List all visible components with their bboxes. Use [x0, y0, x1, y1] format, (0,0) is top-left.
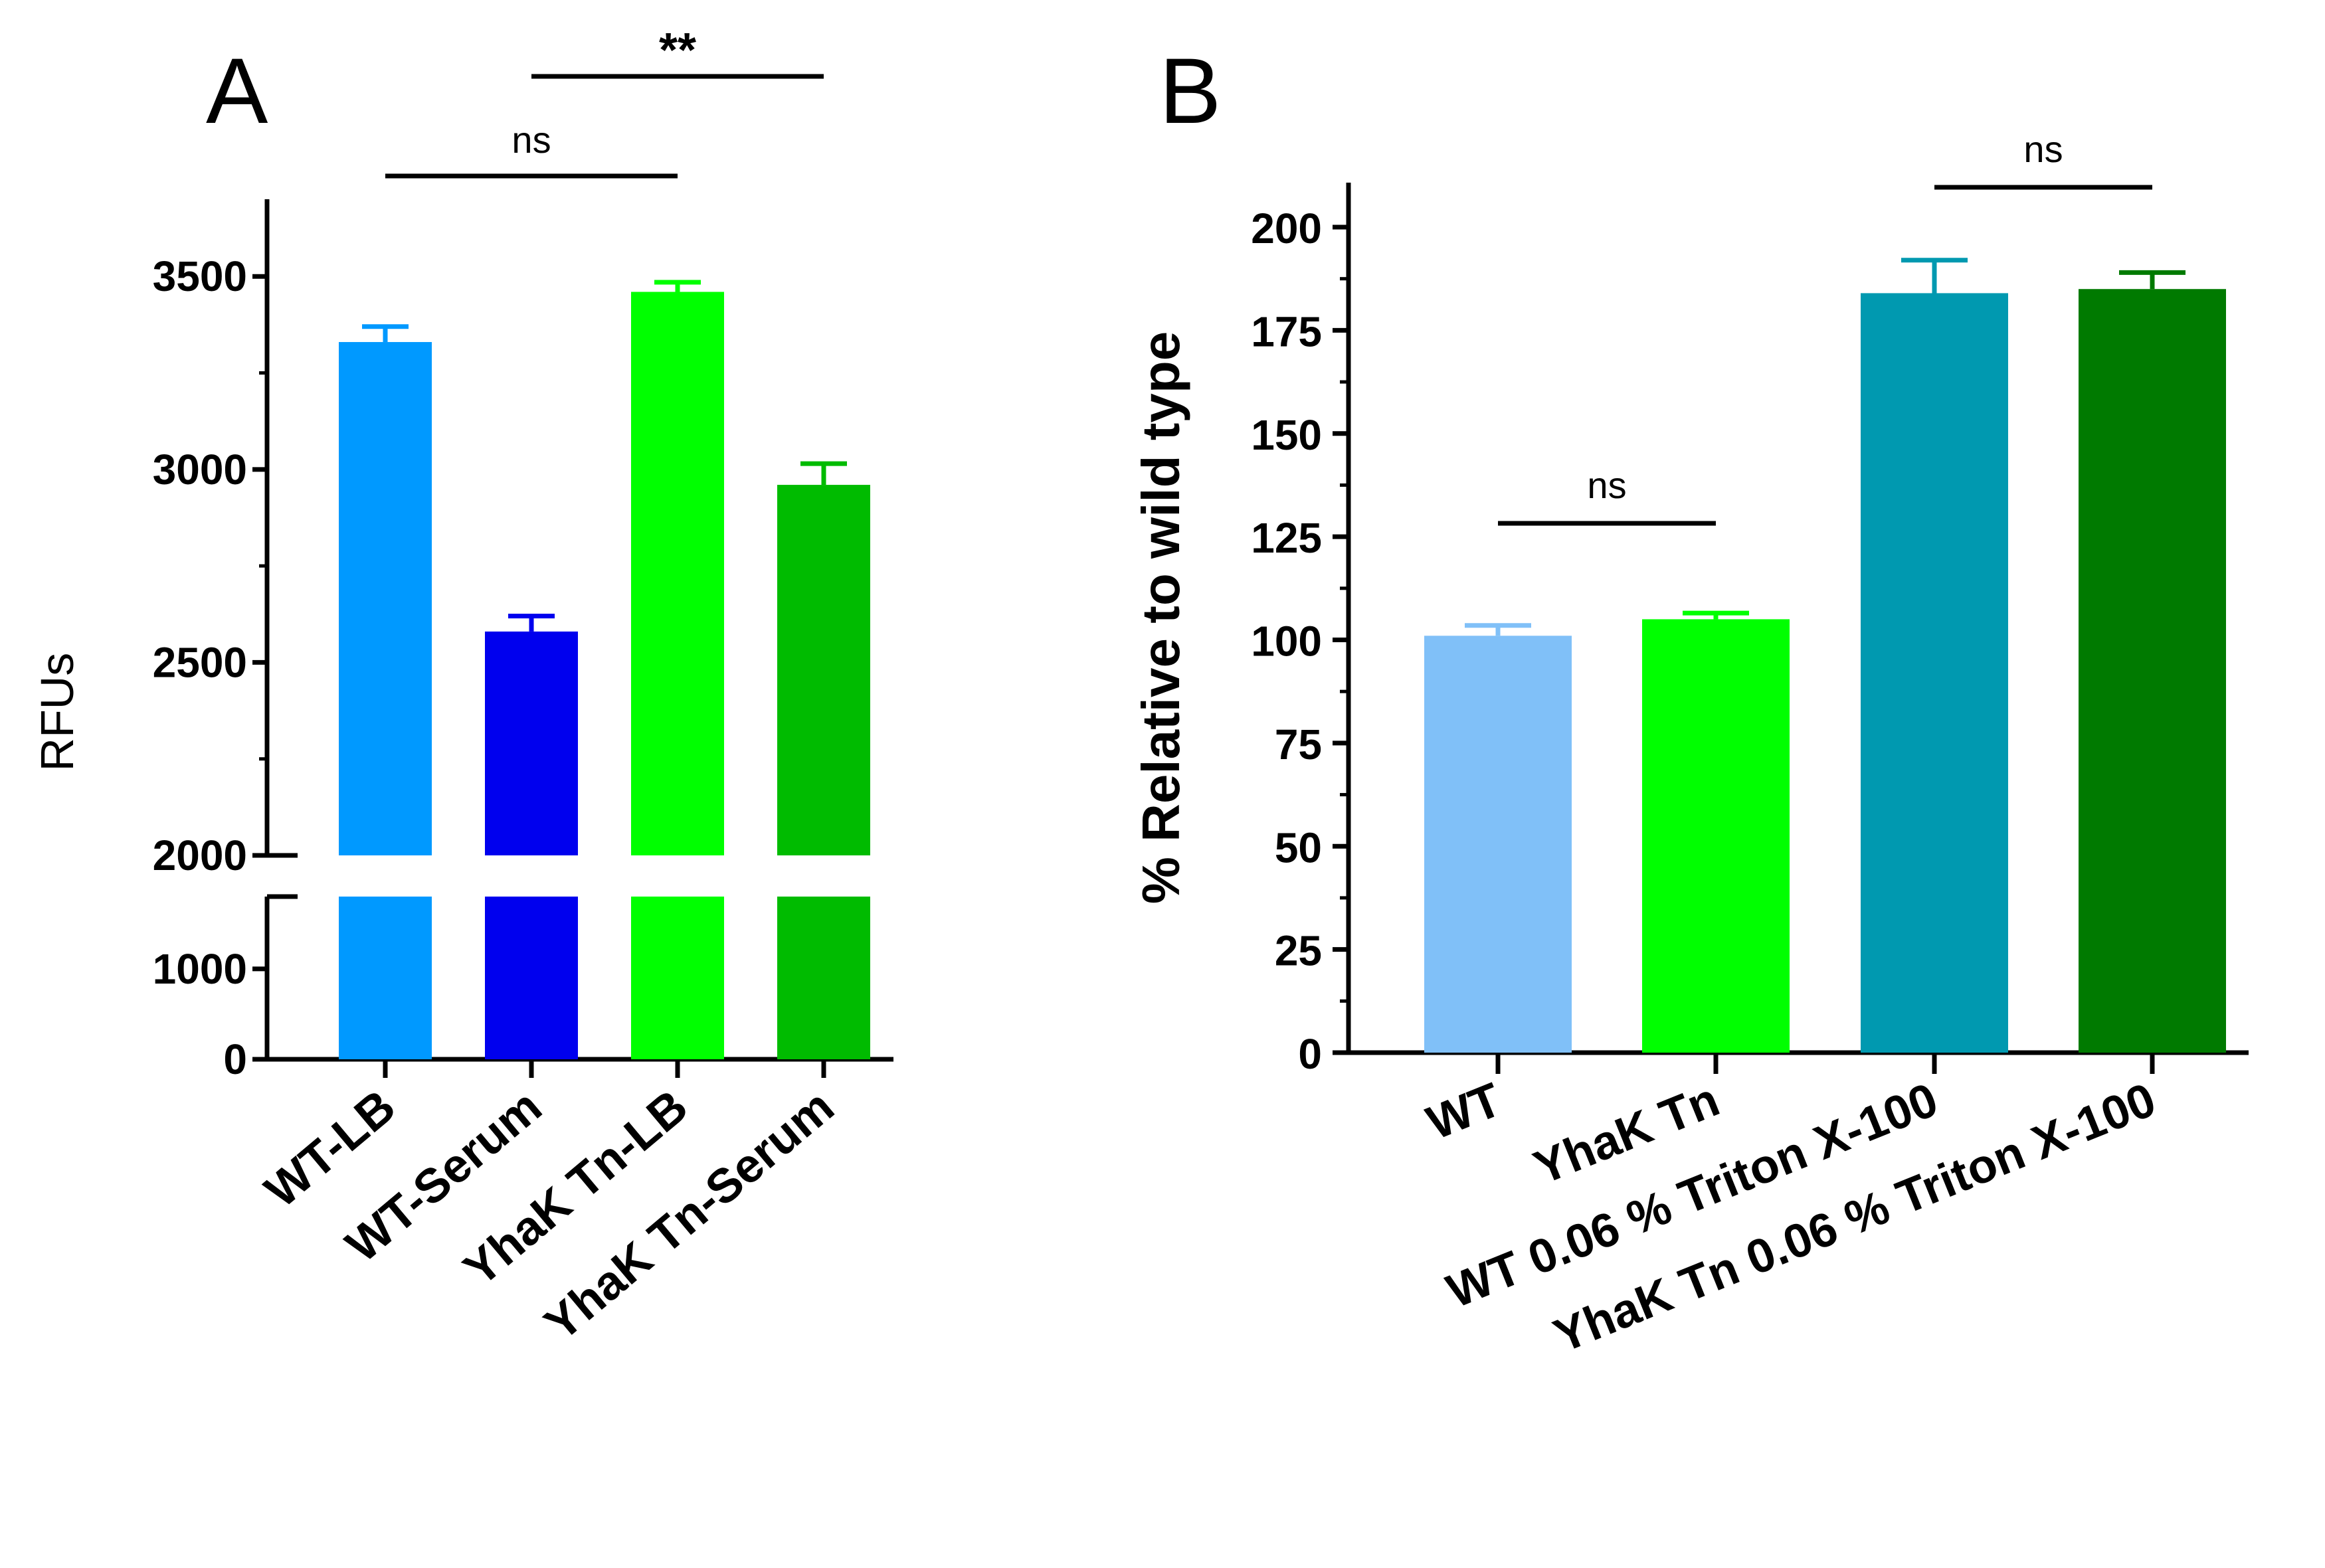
panel-letter-b: B — [1159, 39, 1221, 143]
y-tick-label: 150 — [1251, 411, 1322, 459]
chart-a: 010002000250030003500RFUsWT-LBWT-SerumYh… — [31, 24, 893, 1351]
bar-upper-2 — [485, 631, 578, 855]
significance-label: ns — [512, 119, 551, 161]
bar-lower-4 — [777, 897, 870, 1059]
bar-1 — [1424, 636, 1572, 1053]
y-tick-label: 2000 — [153, 831, 247, 879]
y-tick-label: 100 — [1251, 618, 1322, 665]
y-tick-label: 175 — [1251, 307, 1322, 355]
panel-letter-a: A — [206, 39, 268, 143]
bar-upper-3 — [631, 292, 724, 855]
bar-upper-4 — [777, 485, 870, 855]
bar-lower-3 — [631, 897, 724, 1059]
bar-3 — [1861, 293, 2008, 1053]
y-tick-label: 0 — [223, 1035, 247, 1083]
y-tick-label: 125 — [1251, 514, 1322, 562]
significance-label: ns — [1587, 464, 1626, 506]
y-tick-label: 75 — [1275, 721, 1322, 768]
y-tick-label: 0 — [1298, 1030, 1322, 1078]
y-axis-label: RFUs — [31, 653, 83, 772]
significance-label: ns — [2023, 128, 2063, 170]
y-tick-label: 25 — [1275, 927, 1322, 975]
chart-b: 0 25 50 75 100 125 150 175 200 % Relative to wild… — [1131, 128, 2249, 1363]
x-category-label: WT — [1420, 1073, 1509, 1150]
bar-upper-1 — [339, 342, 432, 855]
significance-label: ** — [659, 24, 696, 77]
bar-lower-2 — [485, 897, 578, 1059]
y-tick-label: 200 — [1251, 205, 1322, 252]
bar-4 — [2079, 289, 2226, 1053]
y-tick-label: 2500 — [153, 638, 247, 686]
y-tick-label: 50 — [1275, 824, 1322, 871]
y-tick-label: 3500 — [153, 252, 247, 300]
bar-lower-1 — [339, 897, 432, 1059]
bar-2 — [1642, 619, 1790, 1053]
y-tick-label: 3000 — [153, 446, 247, 493]
y-axis-label: % Relative to wild type — [1131, 331, 1190, 904]
y-tick-label: 1000 — [153, 945, 247, 993]
